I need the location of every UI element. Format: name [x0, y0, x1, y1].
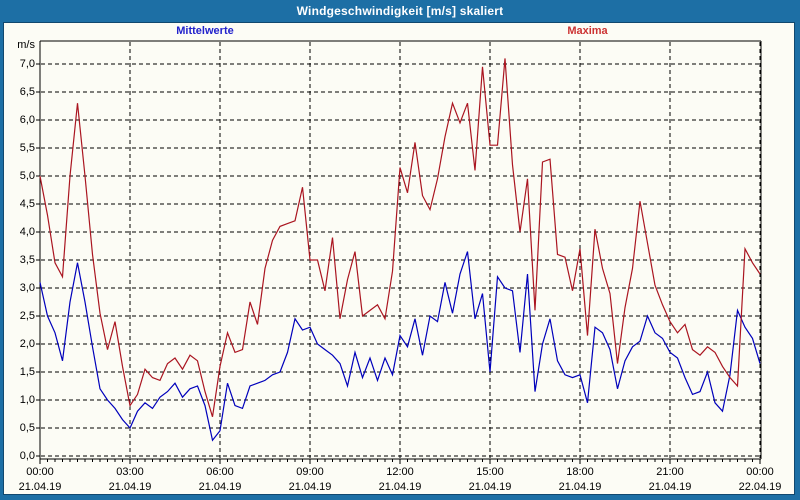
- y-tick-label: 3,5: [19, 254, 35, 266]
- x-time-label: 09:00: [296, 466, 324, 478]
- window-title: Windgeschwindigkeit [m/s] skaliert: [296, 4, 504, 18]
- y-tick-label: 3,0: [19, 282, 35, 294]
- window-titlebar: Windgeschwindigkeit [m/s] skaliert: [0, 0, 800, 22]
- x-time-label: 18:00: [566, 466, 594, 478]
- x-time-label: 06:00: [206, 466, 234, 478]
- series-maxima: [39, 58, 761, 417]
- y-tick-label: 6,5: [19, 86, 35, 98]
- y-tick-label: 4,0: [19, 226, 35, 238]
- legend-maxima: Maxima: [567, 25, 608, 37]
- y-tick-label: 4,5: [19, 198, 35, 210]
- legend-mittelwerte: Mittelwerte: [176, 25, 234, 37]
- x-date-label: 21.04.19: [558, 481, 602, 493]
- y-tick-label: 1,0: [19, 394, 35, 406]
- x-time-label: 00:00: [746, 466, 774, 478]
- y-tick-label: 5,5: [19, 142, 35, 154]
- x-date-label: 21.04.19: [378, 481, 422, 493]
- x-time-label: 12:00: [386, 466, 414, 478]
- x-date-label: 21.04.19: [468, 481, 512, 493]
- x-time-label: 00:00: [26, 466, 54, 478]
- x-date-label: 21.04.19: [288, 481, 332, 493]
- x-date-label: 21.04.19: [648, 481, 692, 493]
- x-time-label: 03:00: [116, 466, 144, 478]
- y-tick-label: 6,0: [19, 114, 35, 126]
- x-date-label: 22.04.19: [738, 481, 782, 493]
- x-date-label: 21.04.19: [108, 481, 152, 493]
- x-time-label: 21:00: [656, 466, 684, 478]
- y-tick-label: 2,0: [19, 338, 35, 350]
- y-tick-label: 0,5: [19, 422, 35, 434]
- x-date-label: 21.04.19: [18, 481, 62, 493]
- x-date-label: 21.04.19: [198, 481, 242, 493]
- x-time-label: 15:00: [476, 466, 504, 478]
- y-tick-label: 0,0: [19, 450, 35, 462]
- y-tick-label: 2,5: [19, 310, 35, 322]
- y-axis-unit-label: m/s: [17, 39, 35, 51]
- y-tick-label: 1,5: [19, 366, 35, 378]
- series-mittelwerte: [39, 251, 761, 442]
- y-tick-label: 5,0: [19, 170, 35, 182]
- y-tick-label: 7,0: [19, 58, 35, 70]
